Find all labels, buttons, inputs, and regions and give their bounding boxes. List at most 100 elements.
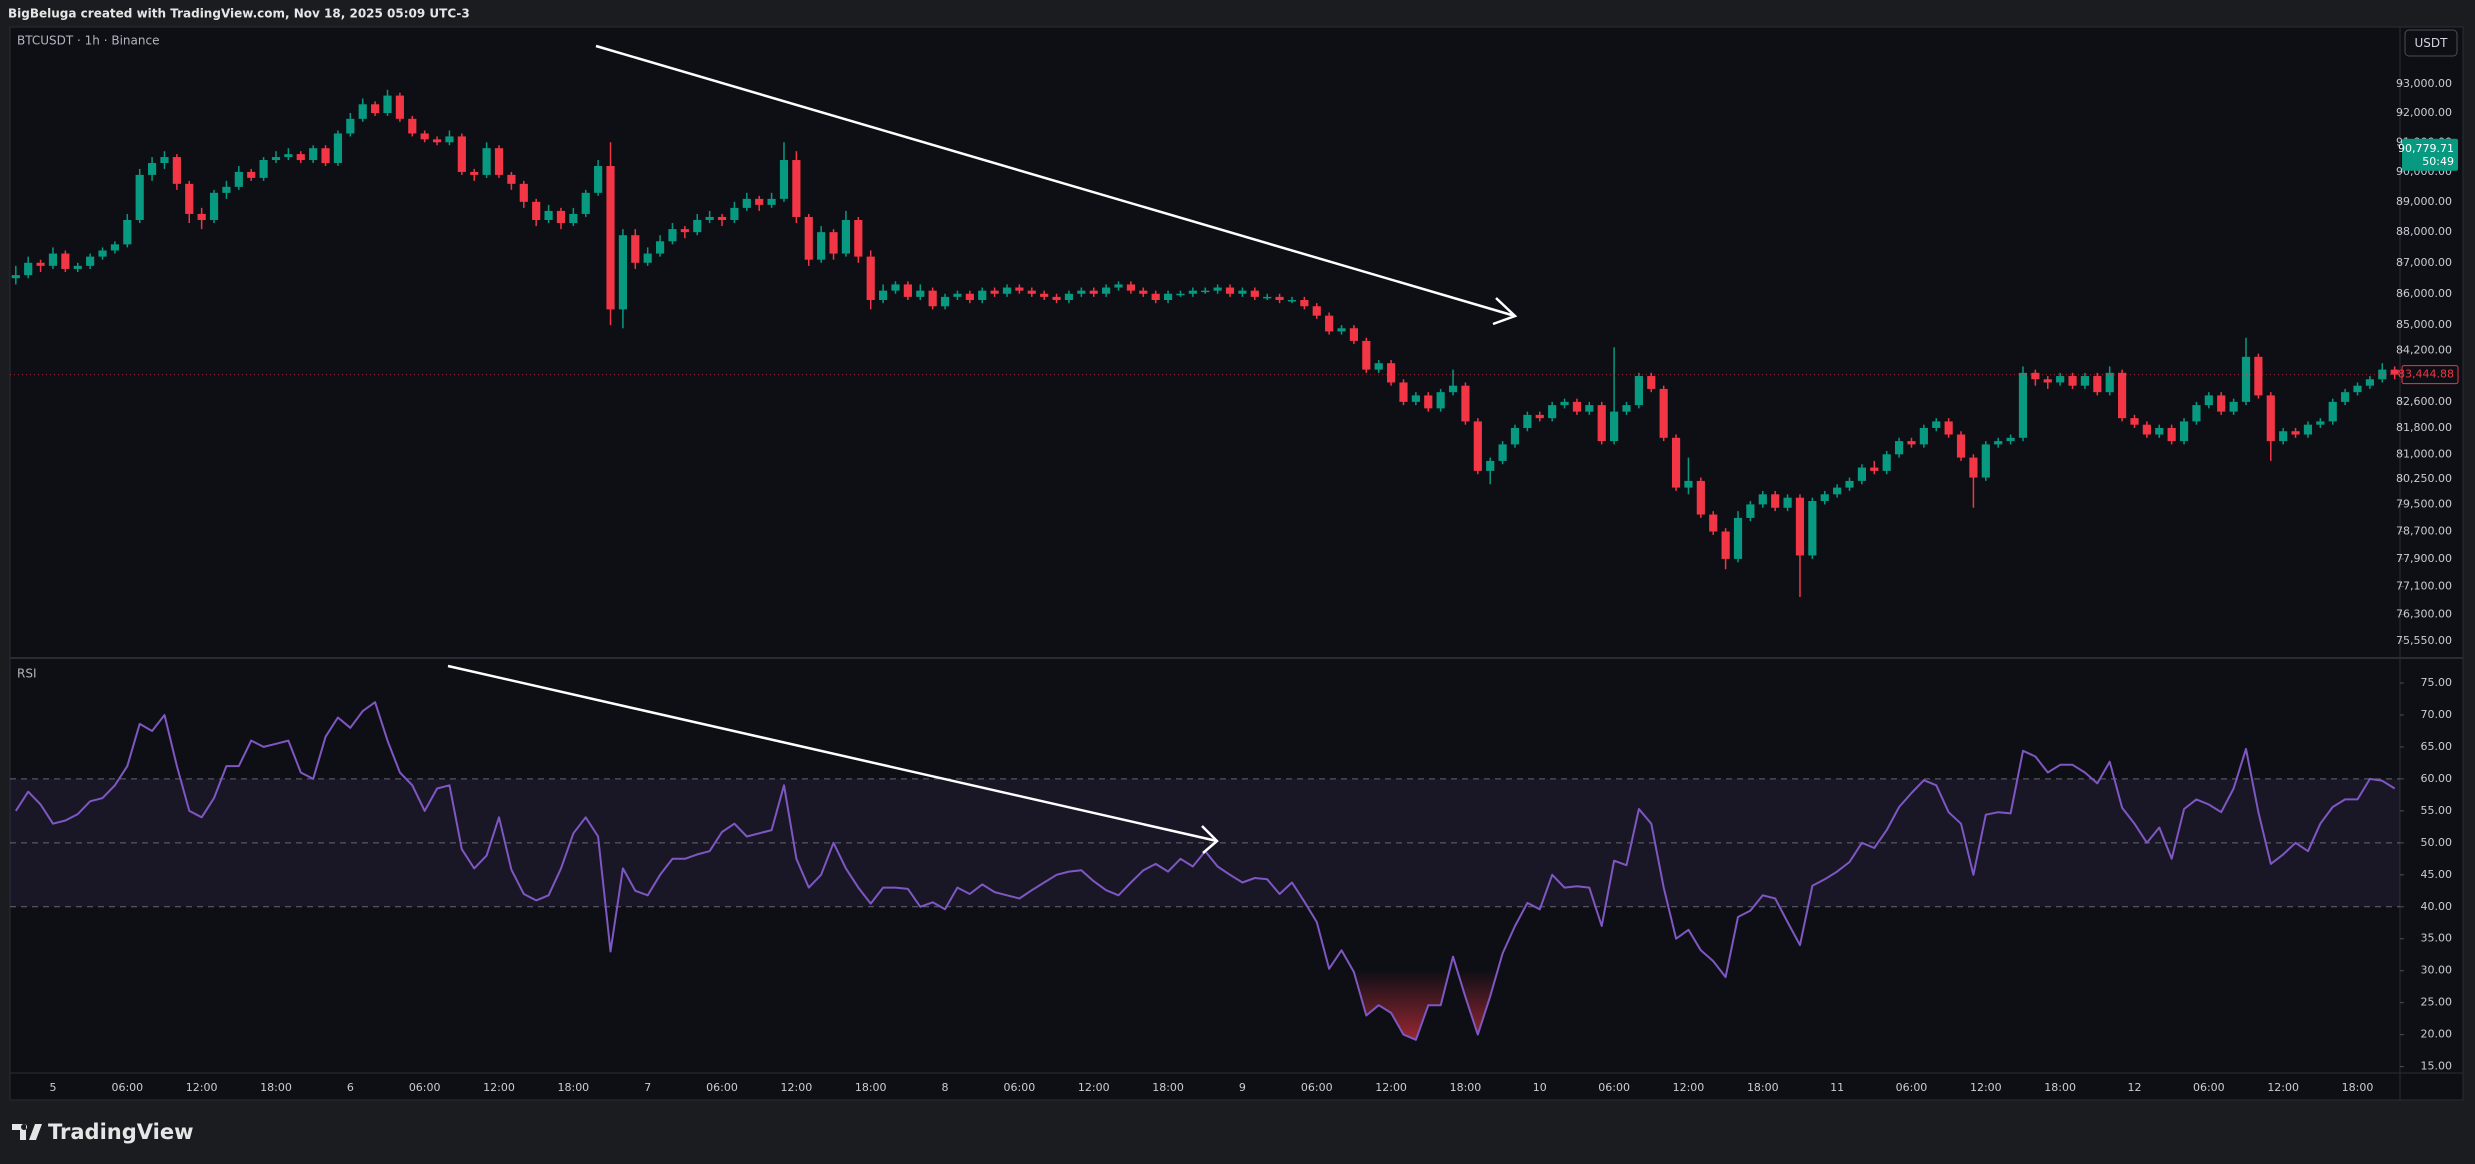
candle-body bbox=[110, 244, 120, 251]
arrow-head bbox=[1201, 825, 1219, 854]
y-tick-label: 70.00 bbox=[2421, 708, 2453, 721]
candle-body bbox=[1833, 487, 1842, 495]
currency-button[interactable] bbox=[2404, 29, 2458, 57]
candle-body bbox=[1721, 531, 1730, 559]
currency-label[interactable]: USDT bbox=[2415, 36, 2449, 50]
y-tick-label: 81,000.00 bbox=[2396, 447, 2452, 460]
candle-body bbox=[2217, 395, 2226, 412]
y-tick-label: 77,900.00 bbox=[2396, 552, 2452, 565]
x-tick-label: 18:00 bbox=[1152, 1081, 1184, 1094]
candle-body bbox=[916, 290, 925, 297]
candle-body bbox=[346, 118, 355, 134]
candle-body bbox=[928, 290, 937, 307]
candle-body bbox=[2291, 431, 2300, 435]
candle-body bbox=[98, 250, 107, 257]
x-tick-label: 12:00 bbox=[781, 1081, 813, 1094]
candle-body bbox=[879, 290, 888, 301]
candle-body bbox=[1250, 290, 1259, 297]
candle-body bbox=[903, 284, 912, 297]
y-tick-label: 76,300.00 bbox=[2396, 608, 2452, 621]
candle-body bbox=[2006, 437, 2015, 442]
candle-body bbox=[197, 213, 206, 220]
candle-body bbox=[1176, 293, 1185, 296]
candle-body bbox=[1944, 421, 1953, 435]
candle-body bbox=[1002, 287, 1012, 294]
candle-body bbox=[532, 201, 541, 220]
plot-area: 93,000.0092,000.0091,000.0090,000.0089,0… bbox=[10, 27, 2463, 1100]
price-badge-label: 83,444.88 bbox=[2398, 368, 2454, 381]
x-tick-label: 06:00 bbox=[111, 1081, 143, 1094]
candle-body bbox=[1387, 363, 1396, 383]
candle-body bbox=[693, 219, 702, 233]
candle-body bbox=[1461, 385, 1470, 422]
header-text: BigBeluga created with TradingView.com, … bbox=[8, 7, 470, 21]
y-tick-label: 40.00 bbox=[2421, 900, 2453, 913]
candle-body bbox=[1188, 290, 1197, 294]
candle-body bbox=[2254, 356, 2263, 396]
candle-body bbox=[953, 293, 962, 297]
candle-body bbox=[1795, 497, 1805, 556]
candle-body bbox=[11, 275, 20, 279]
candle-body bbox=[804, 216, 813, 260]
candle-body bbox=[1585, 405, 1594, 412]
candle-body bbox=[1969, 457, 1978, 478]
candle-body bbox=[680, 229, 689, 233]
candle-body bbox=[24, 262, 33, 276]
candle-body bbox=[271, 157, 281, 161]
candle-body bbox=[222, 186, 231, 193]
x-tick-label: 18:00 bbox=[2044, 1081, 2076, 1094]
candle-body bbox=[1932, 421, 1941, 428]
candle-body bbox=[2303, 424, 2313, 435]
candle-body bbox=[1213, 287, 1222, 291]
y-tick-label: 78,700.00 bbox=[2396, 525, 2452, 538]
candle-body bbox=[618, 235, 627, 310]
candle-body bbox=[1126, 284, 1135, 291]
candle-body bbox=[779, 160, 789, 199]
candle-body bbox=[284, 154, 293, 158]
candle-body bbox=[1424, 395, 1433, 409]
candle-body bbox=[420, 133, 429, 140]
candle-body bbox=[160, 157, 169, 163]
candle-body bbox=[1436, 392, 1445, 409]
candle-body bbox=[655, 241, 665, 254]
candle-body bbox=[1994, 441, 2003, 445]
arrow-head bbox=[1492, 297, 1518, 326]
candle-body bbox=[1275, 296, 1284, 301]
y-tick-label: 45.00 bbox=[2421, 868, 2453, 881]
candle-body bbox=[148, 162, 157, 175]
y-tick-label: 89,000.00 bbox=[2396, 195, 2452, 208]
y-tick-label: 25.00 bbox=[2421, 996, 2453, 1009]
price-badge-label: 90,779.71 bbox=[2398, 142, 2454, 155]
candle-body bbox=[1498, 444, 1507, 461]
candle-body bbox=[1077, 290, 1086, 294]
x-tick-label: 7 bbox=[644, 1081, 651, 1094]
candle-body bbox=[73, 265, 82, 269]
candle-body bbox=[2328, 401, 2337, 422]
candle-body bbox=[36, 262, 45, 266]
y-tick-label: 81,800.00 bbox=[2396, 421, 2452, 434]
x-tick-label: 06:00 bbox=[1004, 1081, 1036, 1094]
x-tick-label: 12:00 bbox=[1970, 1081, 2002, 1094]
candle-body bbox=[990, 290, 999, 294]
candle-body bbox=[556, 210, 566, 224]
candle-body bbox=[1771, 494, 1780, 508]
candle-body bbox=[1907, 441, 1916, 445]
candle-body bbox=[1102, 287, 1111, 294]
candle-body bbox=[470, 171, 479, 175]
candle-body bbox=[1040, 293, 1049, 297]
y-tick-label: 55.00 bbox=[2421, 804, 2453, 817]
y-tick-label: 82,600.00 bbox=[2396, 395, 2452, 408]
y-tick-label: 75.00 bbox=[2421, 676, 2453, 689]
candle-body bbox=[519, 183, 528, 202]
x-tick-label: 18:00 bbox=[260, 1081, 292, 1094]
candle-body bbox=[1523, 414, 1532, 428]
candle-body bbox=[1411, 395, 1420, 402]
x-tick-label: 10 bbox=[1533, 1081, 1547, 1094]
candle-body bbox=[61, 253, 70, 269]
candle-body bbox=[1981, 444, 1990, 478]
candle-body bbox=[1486, 460, 1495, 471]
x-tick-label: 18:00 bbox=[855, 1081, 887, 1094]
candle-body bbox=[1300, 300, 1309, 307]
candle-body bbox=[1671, 437, 1681, 488]
candle-body bbox=[1089, 290, 1098, 294]
